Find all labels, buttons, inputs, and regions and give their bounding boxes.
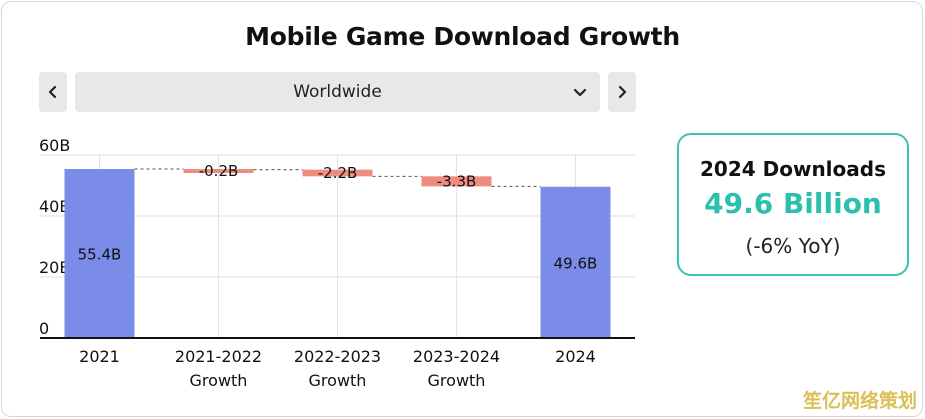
region-select-value: Worldwide [293,82,382,102]
bar-data-label: -3.3B [437,172,477,190]
bar-data-label: -0.2B [199,162,239,180]
x-tick-label: Growth [309,371,367,390]
kpi-change: (-6% YoY) [745,234,841,258]
x-tick-label: Growth [428,371,486,390]
decrease-bar [421,176,492,187]
x-tick-label: Growth [190,371,248,390]
next-button[interactable] [608,72,636,112]
decrease-bar [183,169,254,174]
y-tick-label: 0 [39,319,49,338]
x-tick-label: 2021-2022 [175,347,262,366]
bar-data-label: 55.4B [78,246,122,264]
y-tick-label: 20B [39,258,70,277]
kpi-value: 49.6 Billion [704,187,882,220]
total-bar [64,169,135,338]
x-tick-label: 2024 [555,347,596,366]
chart-title: Mobile Game Download Growth [245,22,680,51]
total-bar [540,186,611,338]
bar-data-label: -2.2B [318,164,358,182]
decrease-bar [302,169,373,177]
kpi-label: 2024 Downloads [700,157,886,181]
chevron-down-icon [572,82,588,102]
x-tick-label: 2023-2024 [413,347,500,366]
x-tick-label: 2022-2023 [294,347,381,366]
y-tick-label: 40B [39,197,70,216]
region-select[interactable]: Worldwide [75,72,600,112]
watermark: 笙亿网络策划 [802,390,917,412]
chevron-left-icon [48,85,57,99]
chevron-right-icon [618,85,627,99]
x-tick-label: 2021 [79,347,120,366]
bar-data-label: 49.6B [554,254,598,272]
y-tick-label: 60B [39,136,70,155]
kpi-card: 2024 Downloads 49.6 Billion (-6% YoY) [677,133,909,276]
previous-button[interactable] [39,72,67,112]
